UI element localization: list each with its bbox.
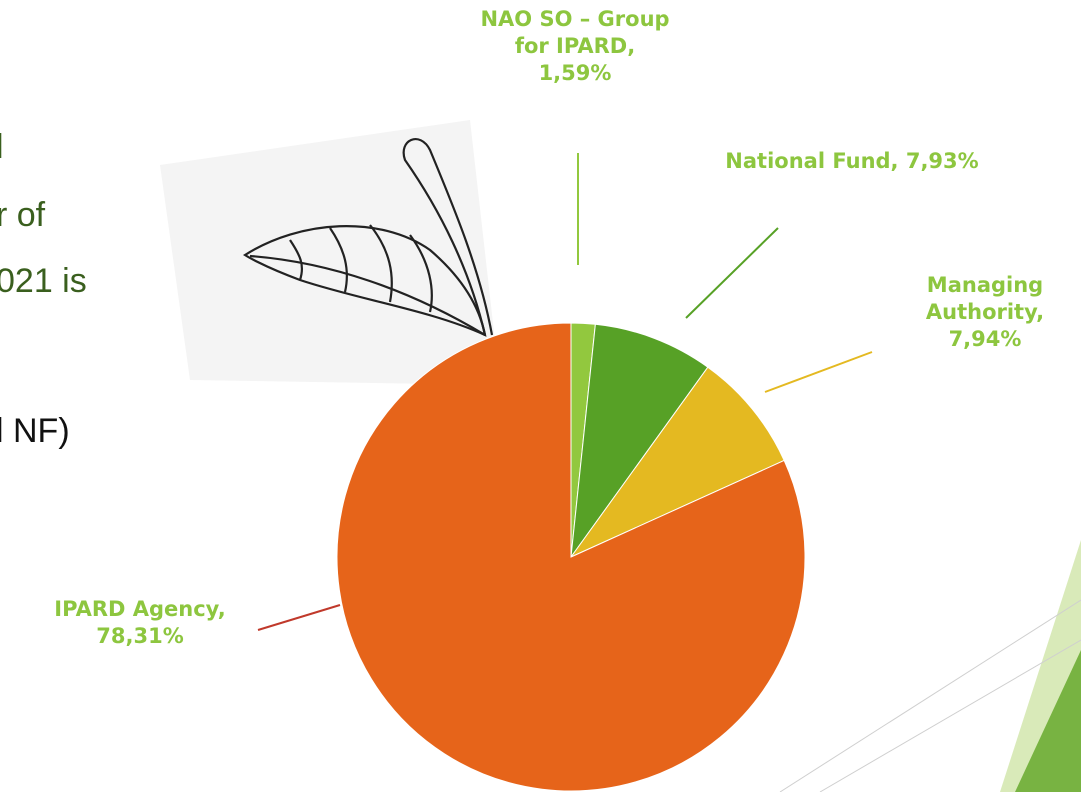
data-label: Managing Authority, 7,94% bbox=[900, 272, 1070, 353]
background-text: r of bbox=[0, 196, 45, 235]
leaf-backdrop bbox=[160, 120, 500, 385]
background-text: l NF) bbox=[0, 412, 70, 451]
leader-line bbox=[258, 605, 340, 630]
slide: {"chart_data": {"type": "pie", "categori… bbox=[0, 0, 1081, 792]
leader-line bbox=[686, 228, 778, 318]
data-label: IPARD Agency, 78,31% bbox=[20, 596, 260, 650]
data-label: National Fund, 7,93% bbox=[722, 148, 982, 175]
background-text: 021 is bbox=[0, 262, 87, 301]
data-label: NAO SO – Group for IPARD, 1,59% bbox=[480, 6, 670, 87]
slide-canvas bbox=[0, 0, 1081, 792]
leader-line bbox=[765, 352, 872, 392]
background-text: l bbox=[0, 128, 4, 167]
